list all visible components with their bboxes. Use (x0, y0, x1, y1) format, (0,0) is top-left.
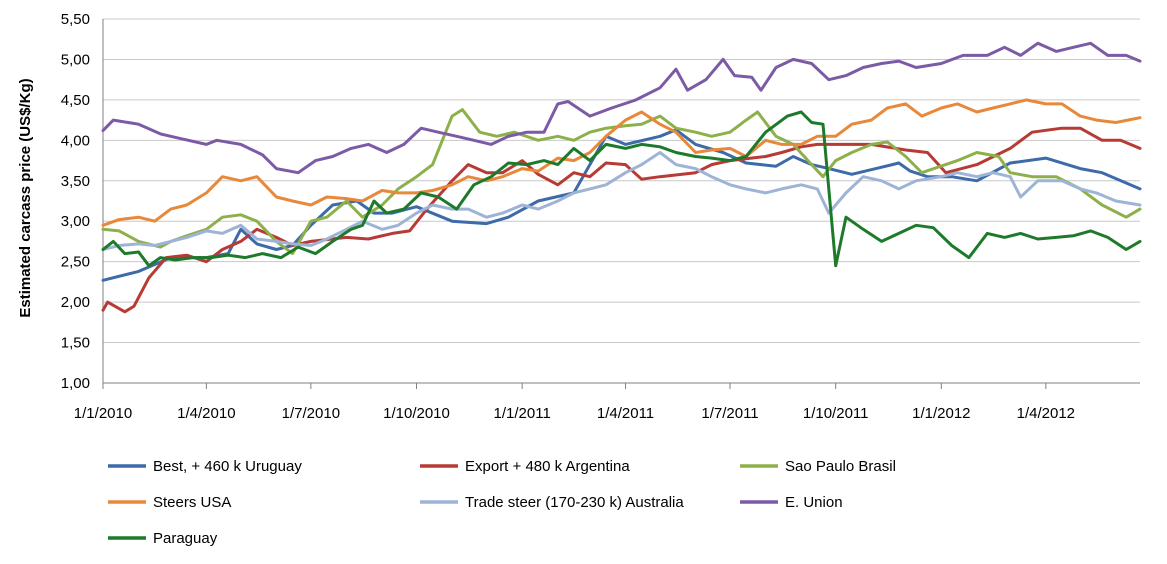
x-tick-label: 1/7/2010 (282, 405, 340, 422)
legend-label-sao-paulo-brasil: Sao Paulo Brasil (785, 458, 896, 475)
legend-label-trade-steer-170-230-k-australia: Trade steer (170-230 k) Australia (465, 494, 684, 511)
y-tick-label: 1,00 (61, 375, 90, 392)
series-line-best-460-k-uruguay (101, 128, 1142, 282)
axes: 1,00 1,50 2,00 2,50 3,00 3,50 4,00 4,50 5,00 5,50… (61, 11, 1140, 422)
legend-label-export-480-k-argentina: Export + 480 k Argentina (465, 458, 630, 475)
x-tick-label: 1/1/2011 (494, 405, 551, 422)
y-tick-label: 2,00 (61, 294, 90, 311)
x-tick-label: 1/7/2011 (701, 405, 758, 422)
x-tick-label: 1/4/2012 (1017, 405, 1075, 422)
legend-label-paraguay: Paraguay (153, 530, 218, 547)
y-tick-label: 4,00 (61, 132, 90, 149)
x-tick-label: 1/1/2012 (912, 405, 970, 422)
legend: Best, + 460 k Uruguay Export + 480 k Arge… (108, 458, 896, 547)
y-tick-label: 3,00 (61, 213, 90, 230)
legend-label-best-460-k-uruguay: Best, + 460 k Uruguay (153, 458, 302, 475)
y-tick-label: 3,50 (61, 173, 90, 190)
y-tick-label: 4,50 (61, 92, 90, 109)
y-axis-label: Estimated carcass price (US$/Kg) (17, 78, 34, 317)
series-line-export-480-k-argentina (101, 126, 1142, 314)
y-tick-label: 5,00 (61, 51, 90, 68)
x-tick-label: 1/4/2011 (597, 405, 654, 422)
gridlines (103, 18, 1140, 344)
legend-label-steers-usa: Steers USA (153, 494, 231, 511)
series-line-trade-steer-170-230-k-australia (101, 151, 1142, 251)
y-tick-label: 5,50 (61, 11, 90, 28)
x-tick-label: 1/10/2010 (383, 405, 450, 422)
x-tick-label: 1/4/2010 (177, 405, 235, 422)
series-line-paraguay (101, 110, 1142, 268)
x-tick-label: 1/10/2011 (803, 405, 869, 422)
series-lines (101, 41, 1142, 314)
y-tick-label: 2,50 (61, 254, 90, 271)
series-line-steers-usa (101, 98, 1142, 227)
legend-label-e-union: E. Union (785, 494, 843, 511)
series-line-sao-paulo-brasil (101, 108, 1142, 256)
y-tick-label: 1,50 (61, 335, 90, 352)
series-line-e-union (101, 41, 1142, 175)
x-tick-label: 1/1/2010 (74, 405, 132, 422)
